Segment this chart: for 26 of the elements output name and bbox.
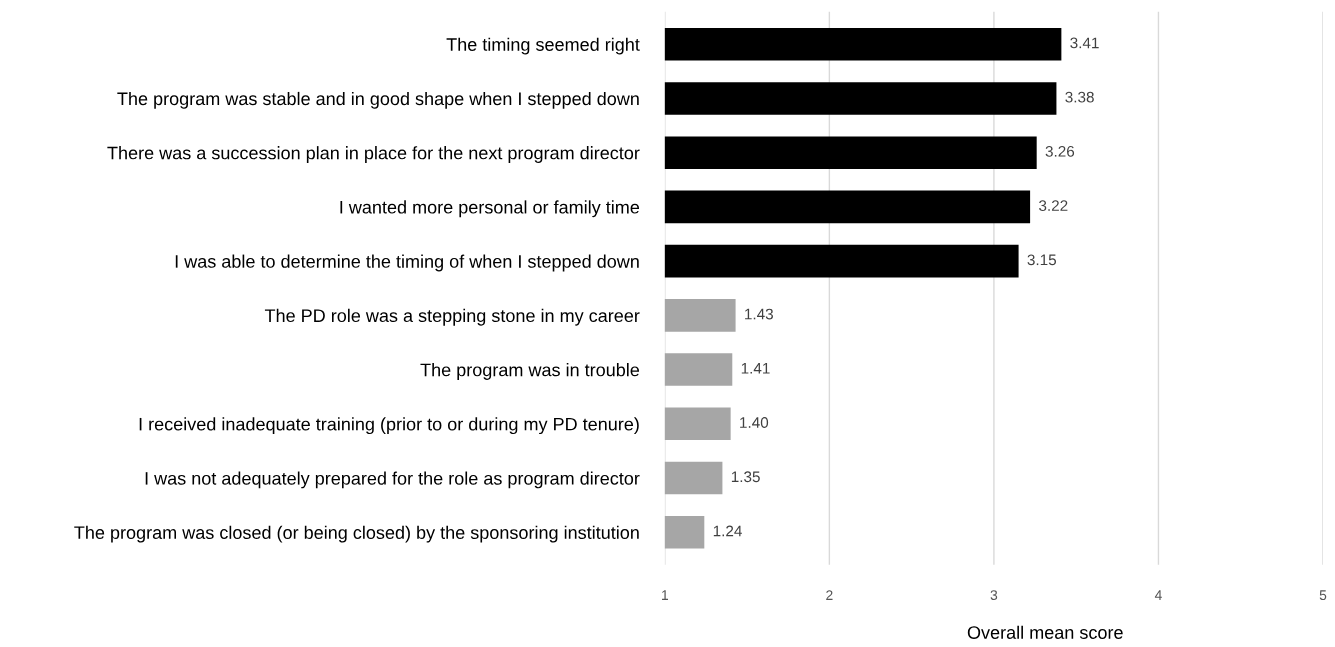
x-tick-label: 4 (1154, 590, 1162, 600)
data-label: 3.41 (1070, 37, 1099, 49)
y-tick-label: I was able to determine the timing of when I stepped down (175, 254, 639, 272)
data-label: 1.40 (740, 417, 769, 428)
data-label: 3.22 (1039, 200, 1068, 211)
y-tick-label: The timing seemed right (446, 37, 640, 55)
x-tick-label: 5 (1319, 590, 1327, 601)
x-tick-label: 2 (826, 590, 833, 600)
data-label: 3.15 (1027, 254, 1057, 266)
y-tick-label: The program was in trouble (420, 363, 640, 380)
y-tick-label: The program was stable and in good shape when I stepped down (117, 91, 639, 109)
y-tick-label: I was not adequately prepared for the role as program director (145, 471, 640, 489)
data-label: 1.41 (741, 363, 770, 374)
data-label: 3.38 (1065, 91, 1094, 103)
data-label: 3.26 (1045, 145, 1075, 157)
y-tick-label: The program was closed (or being closed) by the sponsoring institution (74, 525, 639, 543)
y-tick-label: The PD role was a stepping stone in my career (264, 308, 640, 326)
data-label: 1.43 (745, 308, 773, 320)
y-tick-label: I received inadequate training (prior to or during my PD tenure) (139, 417, 639, 435)
y-tick-label: I wanted more personal or family time (340, 200, 640, 218)
x-tick-label: 3 (990, 590, 998, 601)
y-tick-label: There was a succession plan in place for the next program director (107, 146, 640, 163)
data-label: 1.24 (713, 525, 742, 537)
data-label: 1.35 (731, 471, 760, 483)
x-tick-label: 1 (662, 590, 669, 600)
x-axis-title: Overall mean score (967, 625, 1123, 639)
